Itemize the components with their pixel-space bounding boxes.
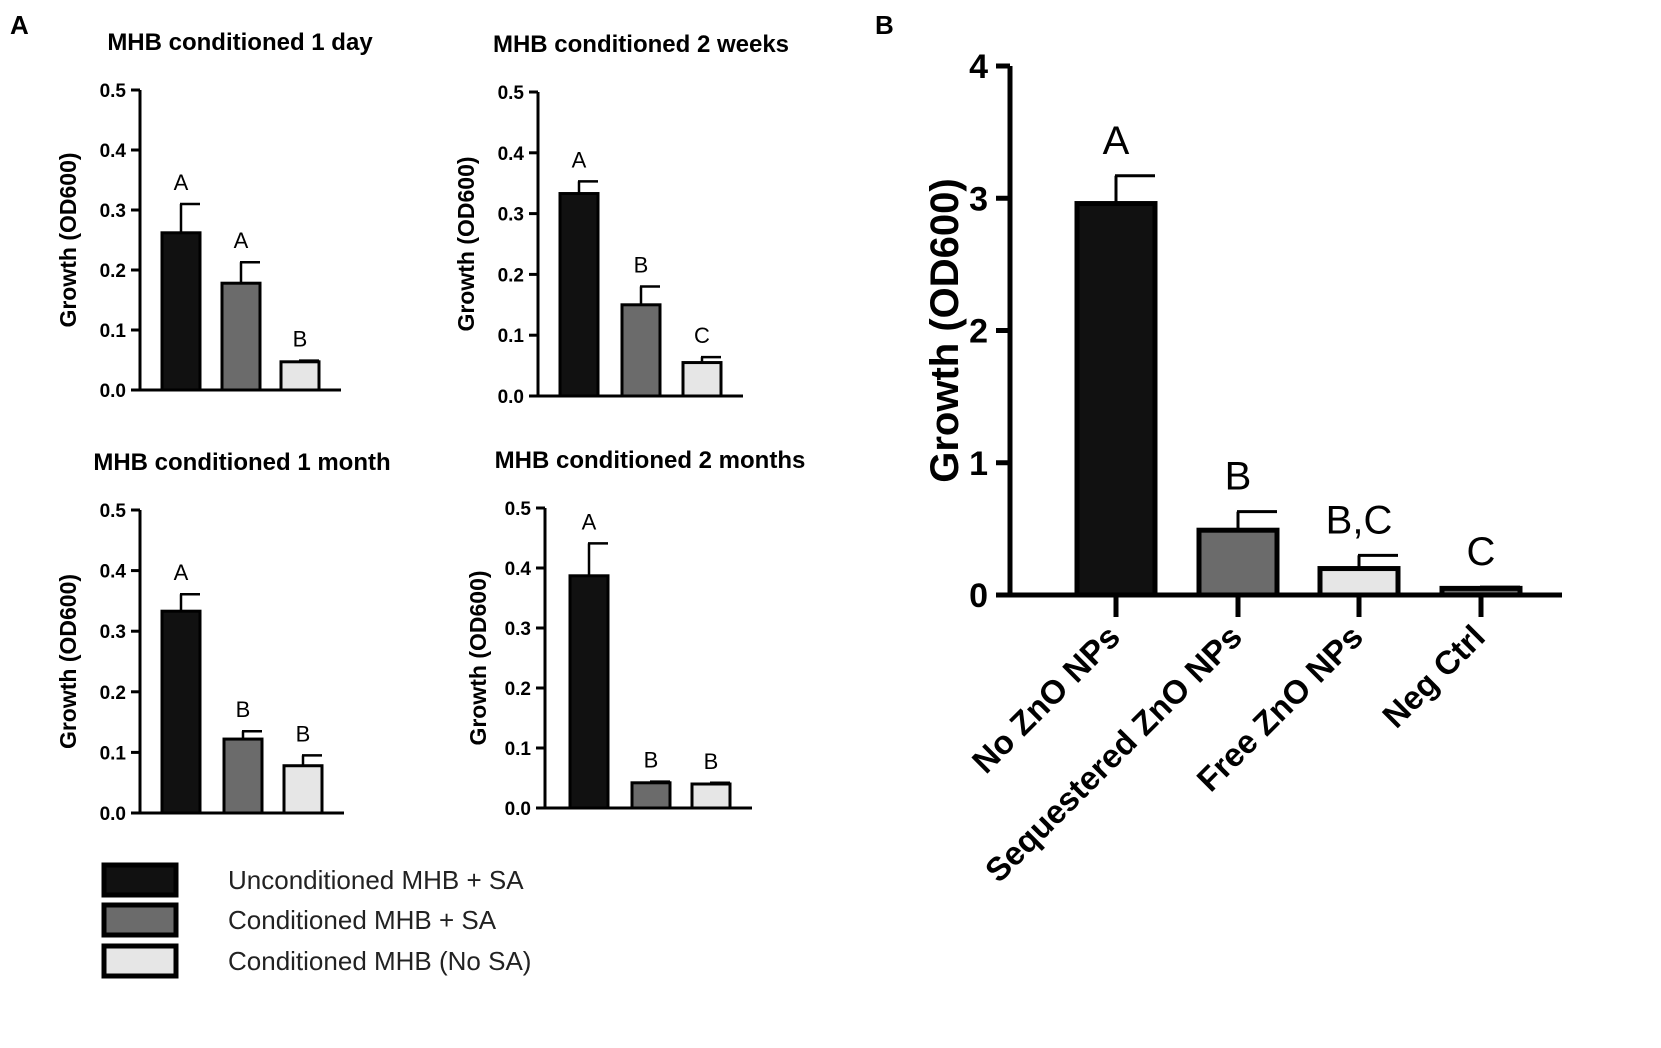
significance-label: A xyxy=(1103,119,1130,163)
significance-label: C xyxy=(694,323,710,348)
bar xyxy=(620,303,662,398)
bar xyxy=(222,737,264,815)
significance-label: B xyxy=(704,749,719,774)
y-tick-label: 0.1 xyxy=(100,743,127,764)
bar xyxy=(558,192,600,398)
panel-label-a: A xyxy=(10,10,29,40)
significance-label: A xyxy=(582,509,597,534)
chart-2-weeks: MHB conditioned 2 weeks Growth (OD600) 0.0… xyxy=(453,31,789,408)
legend-label: Unconditioned MHB + SA xyxy=(228,865,524,895)
significance-label: A xyxy=(174,560,189,585)
y-tick-label: 0 xyxy=(969,577,988,615)
y-axis-label: Growth (OD600) xyxy=(55,574,81,749)
significance-label: B xyxy=(236,697,251,722)
bar xyxy=(1196,527,1280,598)
bar xyxy=(160,609,202,815)
bar xyxy=(279,360,321,392)
significance-label: A xyxy=(234,228,249,253)
bar xyxy=(630,781,672,810)
chart-title: MHB conditioned 1 day xyxy=(107,29,373,56)
y-tick-label: 0.1 xyxy=(498,326,525,347)
y-axis-label: Growth (OD600) xyxy=(923,178,967,482)
y-tick-label: 0.4 xyxy=(100,141,127,162)
significance-label: A xyxy=(572,147,587,172)
bar xyxy=(1074,201,1158,598)
legend-swatch xyxy=(101,862,179,898)
y-tick-label: 0.0 xyxy=(100,381,126,402)
y-tick-label: 0.2 xyxy=(100,261,126,282)
y-tick-label: 0.3 xyxy=(100,622,126,643)
y-axis-label: Growth (OD600) xyxy=(453,156,479,331)
y-tick-label: 0.1 xyxy=(505,739,532,760)
y-axis-label: Growth (OD600) xyxy=(465,570,491,745)
significance-label: B xyxy=(634,253,649,278)
significance-label: B xyxy=(293,327,308,352)
y-axis-label: Growth (OD600) xyxy=(55,152,81,327)
legend-label: Conditioned MHB + SA xyxy=(228,905,497,935)
x-tick-label: Neg Ctrl xyxy=(1375,618,1492,735)
bar xyxy=(220,281,262,392)
chart-title: MHB conditioned 2 weeks xyxy=(493,31,789,58)
bar xyxy=(282,764,324,815)
chart-title: MHB conditioned 2 months xyxy=(495,447,806,474)
legend-swatch xyxy=(101,902,179,938)
y-tick-label: 0.5 xyxy=(100,501,127,522)
significance-label: B xyxy=(644,748,659,773)
chart-2-months: MHB conditioned 2 months Growth (OD600) 0.… xyxy=(465,447,805,820)
bar xyxy=(1439,585,1523,598)
y-tick-label: 0.4 xyxy=(100,562,127,583)
y-tick-label: 4 xyxy=(969,48,988,86)
bar xyxy=(160,231,202,392)
y-tick-label: 2 xyxy=(969,313,988,351)
bar xyxy=(681,361,723,398)
bar xyxy=(1317,566,1401,598)
y-tick-label: 1 xyxy=(969,445,988,483)
y-tick-label: 0.5 xyxy=(100,81,127,102)
legend-label: Conditioned MHB (No SA) xyxy=(228,946,531,976)
y-tick-label: 0.2 xyxy=(100,683,126,704)
legend-swatch xyxy=(101,943,179,979)
bar xyxy=(568,574,610,810)
chart-1-month: MHB conditioned 1 month Growth (OD600) 0.0… xyxy=(55,449,391,825)
y-tick-label: 0.5 xyxy=(505,499,532,520)
bar xyxy=(690,782,732,810)
y-tick-label: 0.3 xyxy=(505,619,531,640)
y-tick-label: 0.0 xyxy=(498,387,524,408)
y-tick-label: 0.0 xyxy=(100,804,126,825)
y-tick-label: 0.0 xyxy=(505,799,531,820)
y-tick-label: 0.2 xyxy=(498,265,524,286)
significance-label: C xyxy=(1467,530,1496,574)
y-tick-label: 0.3 xyxy=(100,201,126,222)
y-tick-label: 0.2 xyxy=(505,679,531,700)
y-tick-label: 3 xyxy=(969,180,988,218)
y-tick-label: 0.4 xyxy=(498,144,525,165)
significance-label: A xyxy=(174,170,189,195)
chart-title: MHB conditioned 1 month xyxy=(93,449,390,476)
chart-1-day: MHB conditioned 1 day Growth (OD600) 0.0 0.… xyxy=(55,29,373,402)
y-tick-label: 0.5 xyxy=(498,83,525,104)
significance-label: B xyxy=(1225,455,1252,499)
panel-label-b: B xyxy=(875,10,894,40)
significance-label: B,C xyxy=(1326,498,1393,542)
y-tick-label: 0.1 xyxy=(100,321,127,342)
y-tick-label: 0.4 xyxy=(505,559,532,580)
significance-label: B xyxy=(296,721,311,746)
legend: Unconditioned MHB + SA Conditioned MHB + … xyxy=(101,862,531,979)
y-tick-label: 0.3 xyxy=(498,205,524,226)
